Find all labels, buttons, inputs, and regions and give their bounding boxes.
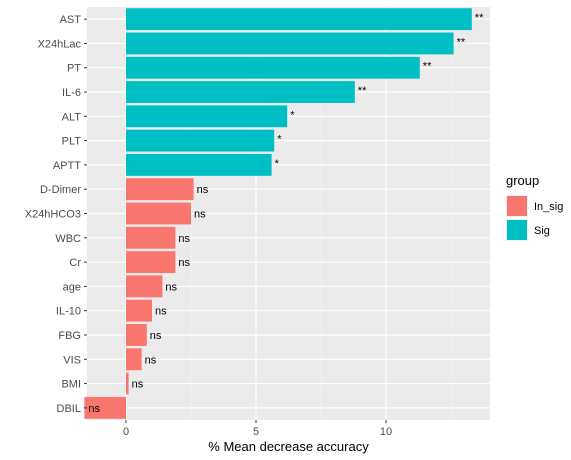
significance-label: ** — [457, 36, 466, 48]
y-tick-label: PLT — [62, 136, 82, 148]
significance-label: * — [290, 109, 295, 121]
y-tick-label: IL-10 — [56, 306, 81, 318]
bar-x24hlac — [126, 32, 454, 55]
y-tick-label: VIS — [63, 354, 81, 366]
legend: group In_sig Sig — [506, 173, 563, 241]
bar-plt — [126, 129, 275, 152]
bars — [84, 8, 472, 419]
bar-il-6 — [126, 81, 355, 103]
bar-age — [126, 275, 163, 298]
significance-label: ** — [475, 12, 484, 24]
significance-label: ns — [150, 330, 162, 342]
y-tick-label: D-Dimer — [40, 184, 81, 196]
bar-wbc — [126, 226, 176, 249]
y-tick-label: APTT — [53, 160, 81, 172]
bar-dbil — [84, 396, 126, 419]
x-tick-label: 0 — [123, 426, 129, 438]
legend-swatch — [507, 196, 527, 216]
y-tick-label: WBC — [55, 233, 81, 245]
bar-ast — [126, 8, 472, 31]
x-tick-label: 5 — [253, 426, 259, 438]
bar-aptt — [126, 153, 272, 176]
bar-fbg — [126, 324, 147, 346]
significance-label: ns — [155, 306, 167, 318]
significance-label: ns — [178, 257, 190, 269]
y-tick-label: X24hHCO3 — [25, 209, 81, 221]
significance-label: ns — [165, 281, 177, 293]
significance-label: ns — [132, 379, 144, 391]
y-axis: AST X24hLac PT IL-6 ALT PLT APTT D-Dimer X24hHCO… — [25, 14, 87, 415]
legend-label: Sig — [534, 225, 550, 237]
y-tick-label: AST — [60, 14, 82, 26]
y-tick-label: BMI — [61, 379, 81, 391]
bar-cr — [126, 251, 176, 274]
y-tick-label: Cr — [69, 257, 81, 269]
y-tick-label: DBIL — [57, 403, 81, 415]
significance-label: ns — [194, 209, 206, 221]
significance-label: ns — [145, 354, 157, 366]
y-tick-label: FBG — [58, 330, 81, 342]
x-tick-label: 10 — [380, 426, 392, 438]
legend-swatch — [507, 220, 527, 240]
significance-label: ** — [358, 85, 367, 97]
significance-label: * — [277, 134, 282, 146]
y-tick-label: ALT — [62, 111, 82, 123]
significance-label: ** — [423, 61, 432, 73]
bar-pt — [126, 56, 420, 79]
legend-title: group — [506, 173, 539, 188]
legend-label: In_sig — [534, 201, 563, 213]
bar-vis — [126, 348, 142, 371]
y-tick-label: age — [63, 281, 81, 293]
y-tick-label: X24hLac — [38, 38, 82, 50]
x-axis: 0 5 10 — [123, 420, 392, 438]
significance-label: * — [275, 158, 280, 170]
bar-x24hhco3 — [126, 202, 191, 225]
bar-d-dimer — [126, 178, 194, 201]
y-tick-label: IL-6 — [62, 87, 81, 99]
significance-label: ns — [197, 184, 209, 196]
bar-bmi — [126, 372, 129, 395]
significance-label: ns — [178, 233, 190, 245]
bar-il-10 — [126, 299, 152, 322]
bar-alt — [126, 105, 288, 128]
y-tick-label: PT — [67, 63, 81, 75]
significance-label: ns — [88, 403, 100, 415]
x-axis-title: % Mean decrease accuracy — [208, 439, 369, 454]
